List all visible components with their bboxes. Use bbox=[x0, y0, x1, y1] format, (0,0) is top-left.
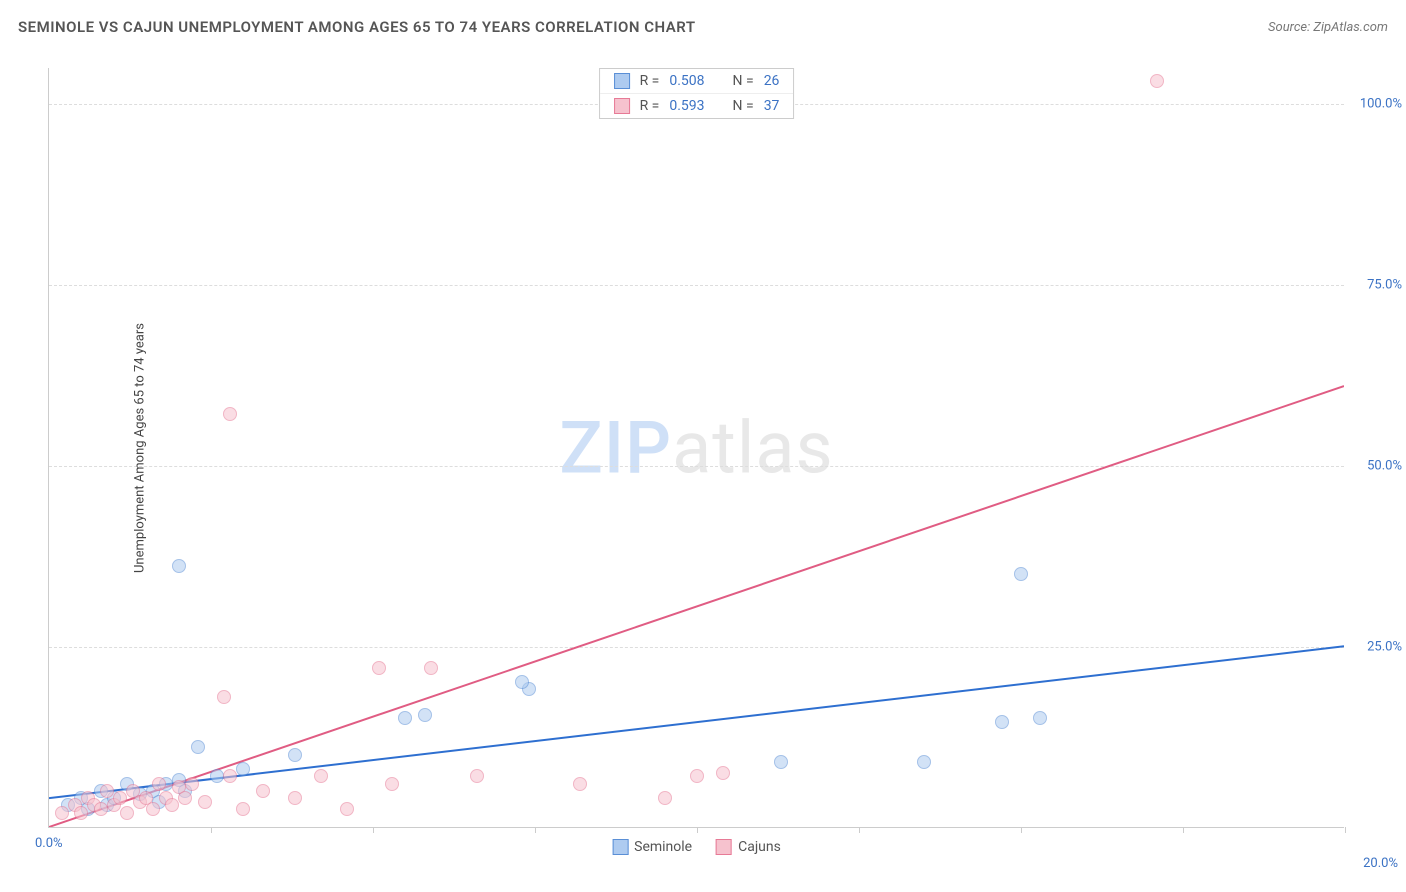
data-point bbox=[398, 711, 412, 725]
data-point bbox=[191, 740, 205, 754]
data-point bbox=[146, 802, 160, 816]
x-tick bbox=[535, 827, 536, 833]
legend-swatch bbox=[716, 839, 732, 855]
x-axis-min-label: 0.0% bbox=[35, 836, 63, 851]
data-point bbox=[217, 690, 231, 704]
data-point bbox=[172, 559, 186, 573]
series-legend: Seminole Cajuns bbox=[612, 839, 781, 855]
stat-r-value: 0.593 bbox=[669, 98, 704, 114]
data-point bbox=[236, 802, 250, 816]
data-point bbox=[774, 755, 788, 769]
data-point bbox=[236, 762, 250, 776]
data-point bbox=[917, 755, 931, 769]
stats-row: R = 0.508 N = 26 bbox=[600, 69, 794, 93]
trendline bbox=[49, 386, 1344, 827]
watermark-atlas: atlas bbox=[672, 405, 834, 490]
data-point bbox=[424, 661, 438, 675]
stat-n-label: N = bbox=[733, 98, 754, 114]
y-axis-label: Unemployment Among Ages 65 to 74 years bbox=[132, 323, 147, 573]
stat-n-value: 37 bbox=[764, 98, 780, 114]
data-point bbox=[198, 795, 212, 809]
data-point bbox=[210, 769, 224, 783]
data-point bbox=[418, 708, 432, 722]
data-point bbox=[1033, 711, 1047, 725]
data-point bbox=[385, 777, 399, 791]
gridline bbox=[49, 647, 1344, 648]
series-swatch bbox=[614, 73, 630, 89]
data-point bbox=[74, 806, 88, 820]
data-point bbox=[178, 791, 192, 805]
x-tick bbox=[373, 827, 374, 833]
x-tick bbox=[697, 827, 698, 833]
data-point bbox=[223, 769, 237, 783]
data-point bbox=[152, 777, 166, 791]
y-tick-label: 100.0% bbox=[1360, 97, 1402, 112]
scatter-chart: ZIPatlas 25.0%50.0%75.0%100.0% Unemploym… bbox=[48, 68, 1344, 828]
data-point bbox=[658, 791, 672, 805]
data-point bbox=[94, 802, 108, 816]
stat-n-label: N = bbox=[733, 73, 754, 89]
data-point bbox=[1150, 74, 1164, 88]
stat-r-value: 0.508 bbox=[669, 73, 704, 89]
x-tick bbox=[211, 827, 212, 833]
data-point bbox=[165, 798, 179, 812]
chart-title: SEMINOLE VS CAJUN UNEMPLOYMENT AMONG AGE… bbox=[18, 18, 696, 36]
data-point bbox=[288, 748, 302, 762]
y-tick-label: 50.0% bbox=[1367, 459, 1402, 474]
data-point bbox=[100, 784, 114, 798]
y-tick-label: 25.0% bbox=[1367, 640, 1402, 655]
legend-swatch bbox=[612, 839, 628, 855]
legend-label: Cajuns bbox=[738, 839, 781, 855]
x-tick bbox=[859, 827, 860, 833]
stat-r-label: R = bbox=[640, 98, 660, 114]
data-point bbox=[256, 784, 270, 798]
data-point bbox=[995, 715, 1009, 729]
data-point bbox=[1014, 567, 1028, 581]
data-point bbox=[223, 407, 237, 421]
x-tick bbox=[1345, 827, 1346, 833]
data-point bbox=[185, 777, 199, 791]
y-tick-label: 75.0% bbox=[1367, 278, 1402, 293]
series-swatch bbox=[614, 98, 630, 114]
source-attribution: Source: ZipAtlas.com bbox=[1268, 20, 1388, 35]
data-point bbox=[55, 806, 69, 820]
data-point bbox=[340, 802, 354, 816]
legend-item: Cajuns bbox=[716, 839, 781, 855]
stat-r-label: R = bbox=[640, 73, 660, 89]
legend-label: Seminole bbox=[634, 839, 692, 855]
x-tick bbox=[1021, 827, 1022, 833]
data-point bbox=[573, 777, 587, 791]
data-point bbox=[372, 661, 386, 675]
x-tick bbox=[1183, 827, 1184, 833]
stats-row: R = 0.593 N = 37 bbox=[600, 93, 794, 118]
data-point bbox=[716, 766, 730, 780]
x-axis-max-label: 20.0% bbox=[1363, 856, 1398, 871]
data-point bbox=[314, 769, 328, 783]
data-point bbox=[288, 791, 302, 805]
data-point bbox=[120, 806, 134, 820]
data-point bbox=[113, 791, 127, 805]
gridline bbox=[49, 285, 1344, 286]
data-point bbox=[470, 769, 484, 783]
stat-n-value: 26 bbox=[764, 73, 780, 89]
legend-item: Seminole bbox=[612, 839, 692, 855]
gridline bbox=[49, 466, 1344, 467]
data-point bbox=[690, 769, 704, 783]
correlation-stats-legend: R = 0.508 N = 26 R = 0.593 N = 37 bbox=[599, 68, 795, 119]
trendlines bbox=[49, 68, 1344, 827]
watermark: ZIPatlas bbox=[559, 405, 833, 490]
watermark-zip: ZIP bbox=[559, 405, 672, 490]
data-point bbox=[515, 675, 529, 689]
